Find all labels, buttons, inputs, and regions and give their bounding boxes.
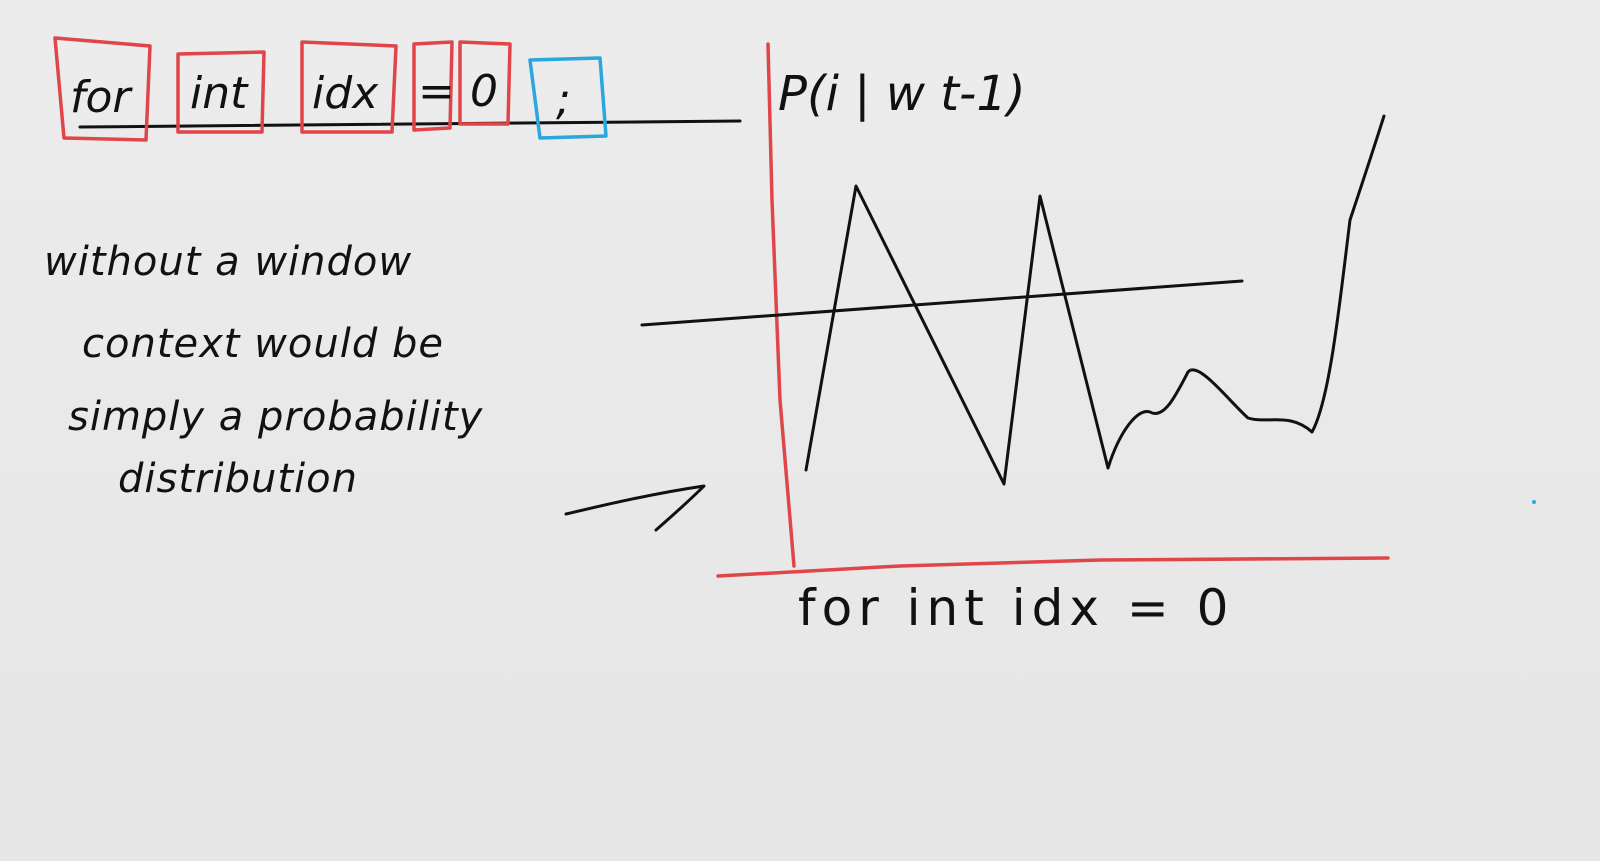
token-semicolon: ; [556,74,571,125]
token-row: for int idx = 0 ; [53,36,742,142]
token-box-zero [458,40,512,126]
note-line-4: distribution [118,456,358,502]
threshold-line [640,279,1244,327]
probability-graph: P(i | w t-1) for int idx = 0 [640,42,1536,637]
arrow-icon [564,484,706,532]
x-axis [716,556,1390,578]
token-box-semicolon [528,56,608,140]
token-underline [78,119,742,129]
token-for: for [70,72,133,123]
token-idx: idx [312,68,379,119]
blue-dot [1532,500,1536,504]
token-equals: = [418,66,455,117]
note: without a window context would be simply… [44,239,706,532]
note-line-3: simply a probability [68,394,484,440]
note-line-1: without a window [44,239,412,285]
note-line-2: context would be [82,321,444,367]
y-axis [766,42,796,568]
distribution-curve [804,114,1386,486]
token-zero: 0 [470,66,498,117]
x-axis-label: for int idx = 0 [798,579,1234,637]
token-box-int [176,50,266,134]
token-box-for [53,36,152,142]
token-box-idx [300,40,398,134]
token-int: int [190,68,249,119]
token-box-equals [412,40,454,132]
y-axis-label: P(i | w t-1) [778,66,1026,122]
